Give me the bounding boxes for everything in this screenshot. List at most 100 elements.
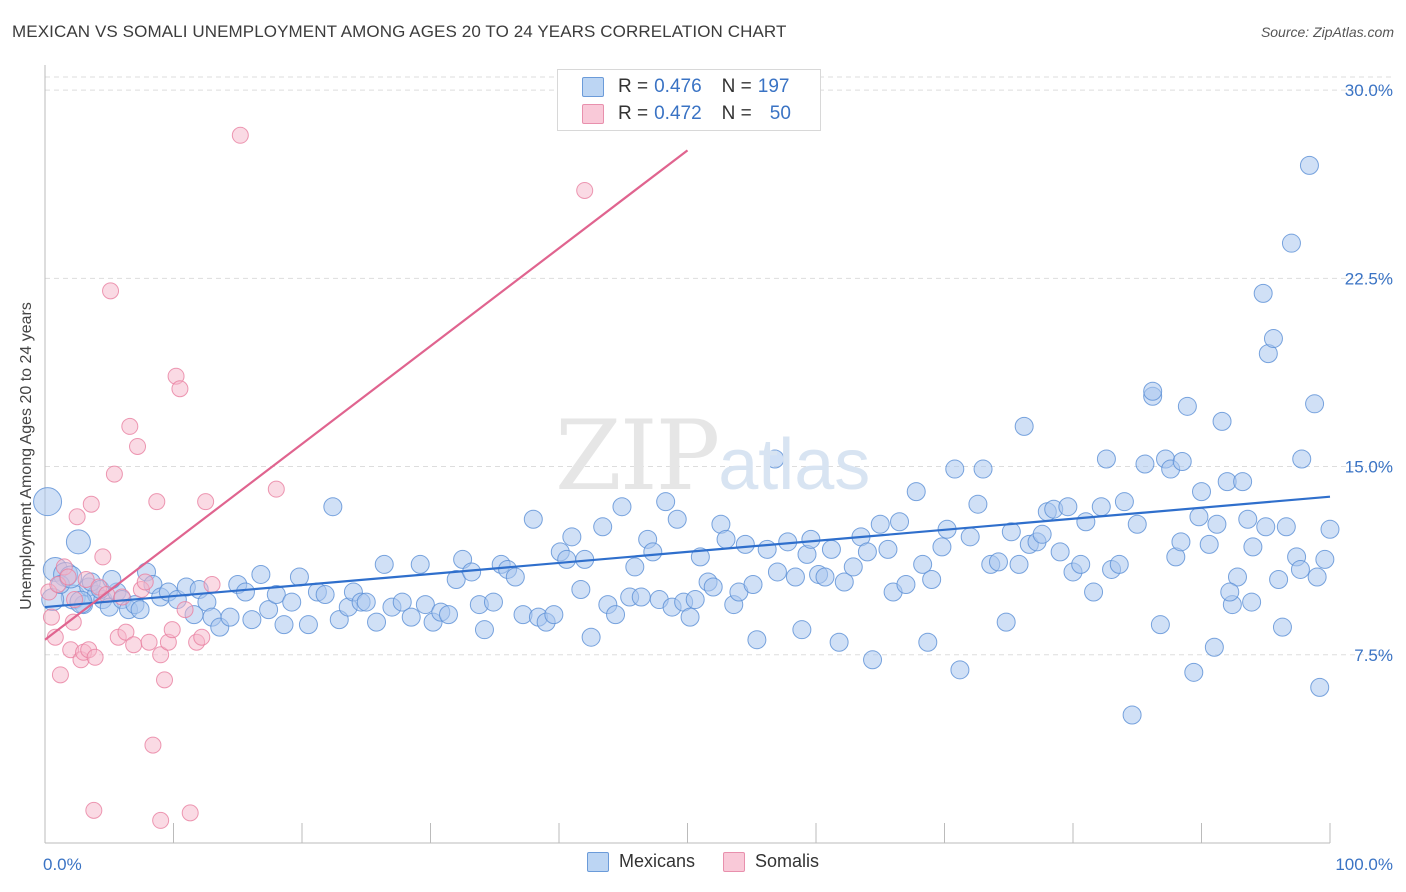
mexicans-point	[1091, 497, 1111, 517]
somalis-point	[267, 480, 285, 498]
mexicans-point	[1143, 381, 1163, 401]
mexicans-point	[315, 585, 335, 605]
somalis-point	[163, 621, 181, 639]
y-tick-label: 30.0%	[1345, 81, 1393, 100]
mexicans-point	[474, 620, 494, 640]
mexicans-point	[1204, 637, 1224, 657]
mexicans-point	[571, 580, 591, 600]
mexicans-point	[1320, 519, 1340, 539]
mexicans-point	[968, 494, 988, 514]
mexicans-point	[581, 627, 601, 647]
mexicans-point	[266, 585, 286, 605]
mexicans-point	[765, 449, 785, 469]
mexicans-point	[1127, 514, 1147, 534]
somalis-swatch	[582, 104, 604, 124]
mexicans-point	[1199, 534, 1219, 554]
somalis-point	[152, 646, 170, 664]
mexicans-point	[593, 517, 613, 537]
mexicans-point	[821, 539, 841, 559]
mexicans-point	[829, 632, 849, 652]
mexicans-point	[562, 527, 582, 547]
mexicans-point	[367, 612, 387, 632]
legend-n-value-somalis: 50	[769, 103, 791, 124]
mexicans-point	[1292, 449, 1312, 469]
mexicans-point	[323, 497, 343, 517]
mexicans-point	[1184, 662, 1204, 682]
somalis-point	[148, 493, 166, 511]
x-tick-label: 100.0%	[1335, 855, 1393, 874]
x-tick-label: 0.0%	[43, 855, 82, 874]
somalis-points	[40, 126, 594, 829]
mexicans-point	[1207, 514, 1227, 534]
legend-n-value-mexicans: 197	[757, 76, 790, 97]
mexicans-point	[612, 497, 632, 517]
mexicans-point	[606, 605, 626, 625]
mexicans-point	[716, 529, 736, 549]
somalis-legend-swatch	[723, 851, 745, 872]
mexicans-point	[906, 482, 926, 502]
mexicans-point	[890, 512, 910, 532]
mexicans-point	[767, 562, 787, 582]
somalis-point	[68, 508, 86, 526]
somalis-point	[125, 636, 143, 654]
mexicans-point	[523, 509, 543, 529]
mexicans-point	[1220, 582, 1240, 602]
mexicans-point	[251, 564, 271, 584]
legend-r-label: R =	[618, 103, 649, 124]
somalis-point	[140, 633, 158, 651]
somalis-point	[77, 570, 95, 588]
mexicans-point	[1276, 517, 1296, 537]
mexicans-point	[557, 549, 577, 569]
mexicans-point	[1299, 155, 1319, 175]
legend-n-label: N =	[721, 103, 752, 124]
mexicans-point	[680, 607, 700, 627]
mexicans-point	[33, 487, 63, 517]
mexicans-point	[1050, 542, 1070, 562]
mexicans-point	[922, 569, 942, 589]
mexicans-legend-swatch	[586, 851, 609, 872]
somalis-point	[59, 568, 77, 586]
mexicans-point	[1290, 559, 1310, 579]
mexicans-point	[130, 600, 150, 620]
mexicans-point	[1114, 492, 1134, 512]
somalis-point	[156, 671, 174, 689]
legend-r-value-somalis: 0.472	[654, 103, 702, 124]
somalis-point	[94, 548, 112, 566]
y-axis-label: Unemployment Among Ages 20 to 24 years	[18, 302, 35, 610]
somalis-point	[193, 628, 211, 646]
mexicans-point	[1058, 497, 1078, 517]
mexicans-point	[1227, 567, 1247, 587]
mexicans-point	[1189, 507, 1209, 527]
mexicans-point	[918, 632, 938, 652]
mexicans-trend-line	[44, 495, 1331, 609]
mexicans-point	[410, 554, 430, 574]
mexicans-point	[544, 605, 564, 625]
mexicans-point	[988, 552, 1008, 572]
mexicans-point	[220, 607, 240, 627]
mexicans-point	[1171, 532, 1191, 552]
somalis-point	[576, 181, 594, 199]
mexicans-point	[996, 612, 1016, 632]
chart-source: Source: ZipAtlas.com	[1260, 24, 1394, 40]
mexicans-point	[643, 542, 663, 562]
legend-item-mexicans[interactable]: Mexicans	[586, 851, 695, 872]
mexicans-point	[446, 569, 466, 589]
somalis-point	[121, 417, 139, 435]
legend-n-label: N =	[721, 76, 752, 97]
somalis-point	[51, 666, 69, 684]
mexicans-point	[878, 539, 898, 559]
watermark-zip: ZIP	[555, 400, 720, 512]
legend-item-somalis[interactable]: Somalis	[723, 851, 819, 872]
mexicans-point	[392, 592, 412, 612]
mexicans-point	[65, 529, 91, 555]
y-tick-label: 7.5%	[1354, 646, 1393, 665]
chart-title: MEXICAN VS SOMALI UNEMPLOYMENT AMONG AGE…	[12, 22, 787, 41]
mexicans-point	[690, 547, 710, 567]
gridlines	[45, 76, 1393, 656]
somalis-point	[152, 811, 170, 829]
mexicans-point	[870, 514, 890, 534]
mexicans-point	[1263, 329, 1283, 349]
mexicans-point	[1256, 517, 1276, 537]
mexicans-point	[1122, 705, 1142, 725]
